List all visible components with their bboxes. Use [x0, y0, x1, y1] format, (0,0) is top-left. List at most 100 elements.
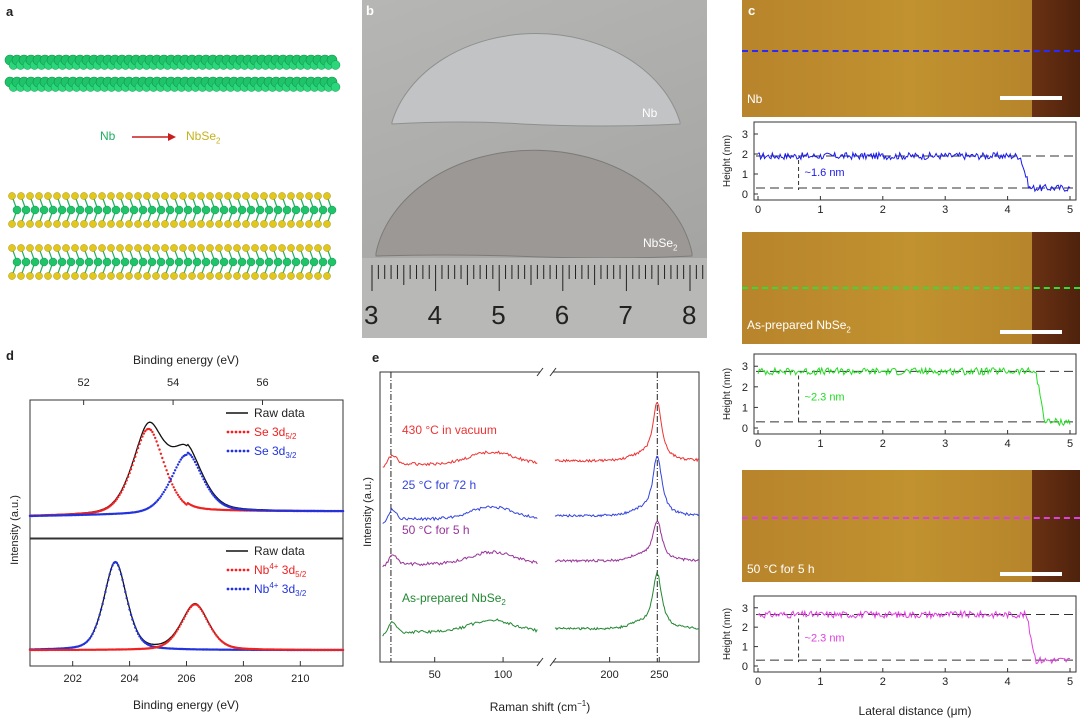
nb-5-2-fit: [94, 626, 97, 629]
se-atom: [296, 192, 304, 200]
ruler-number: 8: [682, 300, 697, 330]
se-atom: [17, 244, 25, 252]
se-5-2-fit: [117, 495, 120, 499]
se-5-2-fit: [149, 428, 153, 432]
nb-atom: [273, 257, 283, 267]
se-3-2-fit: [192, 458, 195, 461]
nb-atom: [138, 257, 148, 267]
se-5-2-fit: [118, 493, 121, 497]
se-atom: [44, 192, 52, 200]
raman-spectrum-high: [555, 520, 700, 564]
nb-atom: [93, 257, 103, 267]
se-3-2-fit: [195, 463, 198, 466]
se-atom: [170, 244, 178, 252]
se-3-2-fit: [165, 486, 168, 489]
height-profile: 0 1 2 3 0 1 2 3 4 5 Height (nm) ~2.3 nm: [722, 353, 1077, 450]
nb-atom: [219, 257, 229, 267]
se-5-2-fit: [114, 499, 117, 503]
se-3-2-fit: [176, 463, 180, 466]
se-3-2-fit: [202, 478, 205, 481]
se-3-2-fit: [203, 480, 207, 484]
se-atom: [26, 244, 34, 252]
nb-atom: [102, 257, 112, 267]
se-atom: [278, 192, 286, 200]
raman-spectrum-low: [382, 618, 538, 637]
se-3-2-fit: [206, 485, 209, 489]
se-3-2-fit: [208, 488, 211, 491]
legend-label-part: Nb: [254, 563, 270, 577]
nb-5-2-fit: [111, 564, 114, 567]
nb-3-2-fit: [172, 634, 175, 637]
se-3-2-fit: [175, 466, 178, 469]
nb-atom: [138, 205, 148, 215]
nb-atom: [228, 205, 238, 215]
y-tick-label: 0: [742, 661, 748, 673]
nb-5-2-fit: [124, 590, 127, 594]
se-atom: [107, 244, 115, 252]
top-tick-label: 52: [78, 377, 90, 389]
ruler-ticks: [371, 265, 704, 291]
se-3-2-fit: [189, 454, 192, 457]
y-tick-label: 3: [742, 129, 748, 141]
nb-atom: [201, 257, 211, 267]
legend-label-part: Se 3d: [254, 444, 285, 458]
se-atom: [125, 192, 133, 200]
se-atom: [80, 192, 88, 200]
se-atom: [134, 244, 142, 252]
se-atom: [197, 244, 205, 252]
nb-5-2-fit: [95, 622, 99, 625]
nb-3-2-fit: [341, 648, 345, 652]
nb-atom: [309, 205, 319, 215]
nb-3-2-fit: [181, 620, 184, 623]
nb-5-2-fit: [98, 613, 101, 616]
se-atom: [233, 244, 241, 252]
se-atom: [323, 220, 331, 228]
legend-label: Nb4+ 3d3/2: [254, 581, 307, 598]
x-tick-label: 200: [600, 669, 618, 681]
se-atom: [116, 220, 124, 228]
nb-5-2-fit: [132, 622, 136, 625]
nb-atom: [84, 205, 94, 215]
se-atom: [224, 244, 232, 252]
nb-atom: [327, 205, 337, 215]
legend-label-part: Se 3d: [254, 425, 285, 439]
nb-atom: [57, 205, 67, 215]
se-5-2-fit: [138, 442, 141, 446]
nb-3-2-fit: [169, 637, 172, 641]
x-axis-label: Raman shift (cm−1): [490, 699, 590, 714]
se-atom: [107, 220, 115, 228]
se-5-2-fit: [173, 488, 177, 492]
se-atom: [188, 220, 196, 228]
top-frame: [29, 399, 344, 539]
raman-axes: 50 100 200 250 Raman shift (cm−1) Intensity (…: [362, 367, 700, 714]
nb-5-2-fit: [134, 626, 137, 629]
y-tick-label: 0: [742, 423, 748, 435]
se-3-2-fit: [156, 498, 160, 502]
afm-scale-bar: [1000, 96, 1062, 100]
nb-atom: [255, 205, 265, 215]
nb-atom: [327, 257, 337, 267]
afm-caption-sub: 2: [846, 325, 851, 335]
reaction-to-text: NbSe: [186, 129, 217, 143]
se-atom: [152, 220, 160, 228]
panel-b-label: b: [366, 3, 374, 18]
nb-atom: [57, 257, 67, 267]
x-tick-label: 1: [817, 204, 823, 216]
se-5-2-fit: [141, 435, 144, 438]
nb-atom: [111, 205, 121, 215]
x-tick-label: 3: [942, 204, 948, 216]
x-tick-label: 2: [880, 204, 886, 216]
se-5-2-fit: [139, 439, 143, 442]
nb-3-2-fit: [196, 604, 200, 607]
se-atom: [143, 272, 151, 280]
break-mark: [549, 657, 557, 667]
nb-atom: [237, 257, 247, 267]
raman-spectrum-low: [382, 450, 538, 468]
se-5-2-fit: [159, 452, 163, 455]
nb-atom: [147, 205, 157, 215]
se-atom: [269, 272, 277, 280]
nb-atom: [246, 205, 256, 215]
x-tick-label: 1: [817, 676, 823, 688]
se-3-2-fit: [201, 475, 204, 478]
nb-atom: [12, 205, 22, 215]
